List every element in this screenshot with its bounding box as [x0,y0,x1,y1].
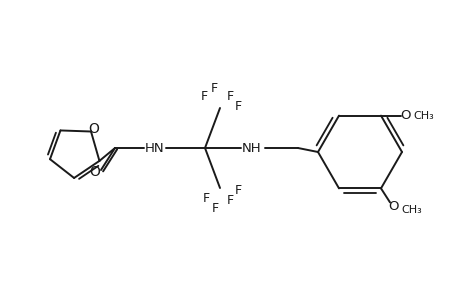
Text: O: O [400,109,410,122]
Text: O: O [89,122,99,136]
Text: NH: NH [241,142,261,154]
Text: F: F [210,82,217,94]
Text: F: F [226,194,233,206]
Text: F: F [234,184,241,196]
Text: HN: HN [145,142,164,154]
Text: F: F [200,89,207,103]
Text: CH₃: CH₃ [413,111,433,121]
Text: CH₃: CH₃ [401,206,421,215]
Text: F: F [234,100,241,112]
Text: O: O [388,200,398,213]
Text: O: O [90,165,100,179]
Text: F: F [211,202,218,214]
Text: F: F [226,89,233,103]
Text: F: F [202,191,209,205]
